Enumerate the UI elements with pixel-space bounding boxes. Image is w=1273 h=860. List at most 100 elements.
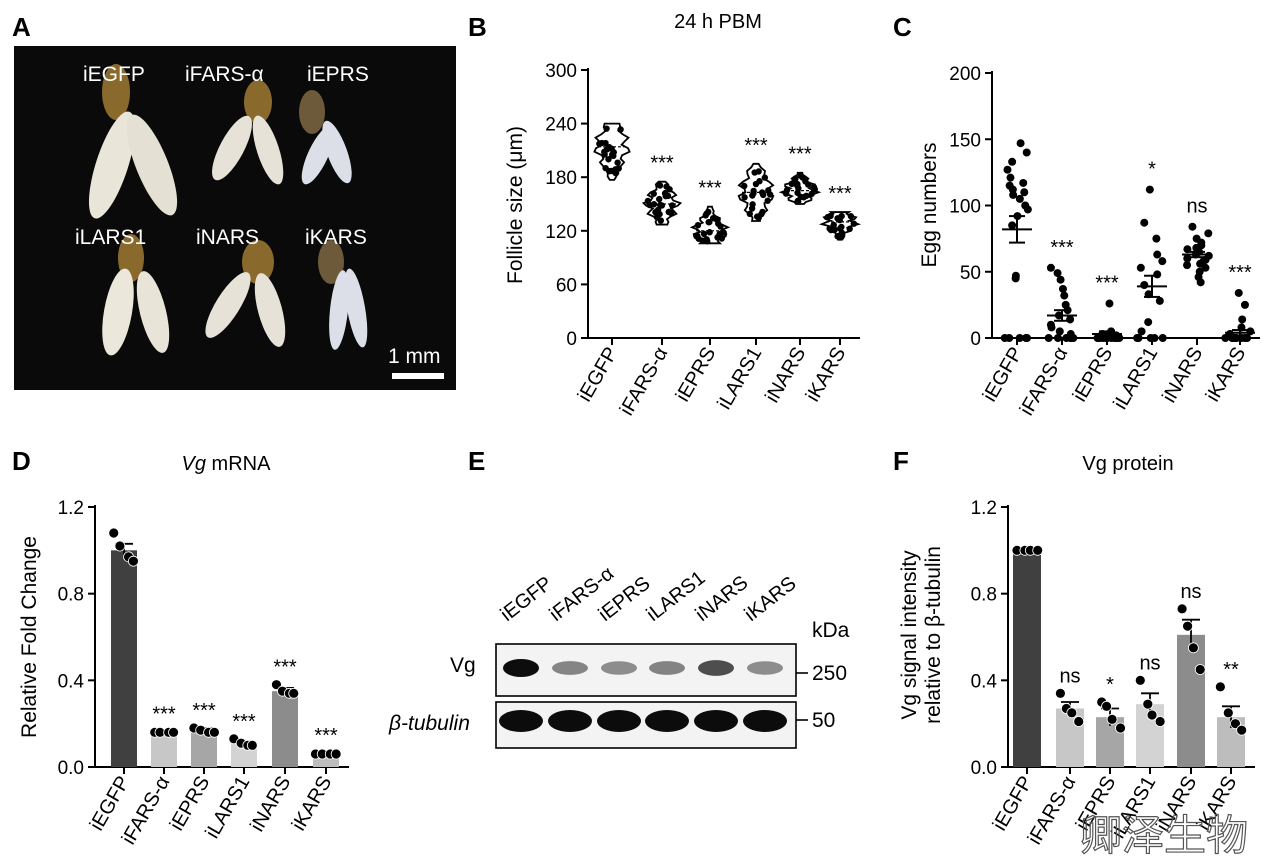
violin-point: [794, 189, 801, 196]
y-tick-label: 100: [949, 197, 981, 218]
replicate-point: [114, 540, 126, 552]
violin-point: [826, 225, 833, 232]
x-category-label: iKARS: [802, 344, 851, 406]
violin-point: [741, 182, 748, 190]
egg-count-point: [1158, 257, 1167, 266]
replicate-point: [1134, 674, 1146, 686]
significance-label: ***: [1095, 273, 1119, 295]
egg-count-point: [1150, 334, 1159, 342]
egg-count-point: [1188, 222, 1197, 231]
x-category-label: iEGFP: [979, 344, 1028, 406]
significance-label: ***: [273, 657, 297, 679]
violin-point: [665, 208, 672, 216]
bar: [111, 550, 137, 767]
y-tick-label: 50: [960, 263, 981, 284]
violin-point: [796, 172, 804, 179]
violin-point: [759, 208, 766, 216]
significance-label: ***: [1050, 237, 1074, 259]
violin-point: [608, 145, 615, 152]
egg-count-point: [1240, 300, 1249, 309]
egg-count-point: [1134, 334, 1143, 342]
violin-point: [663, 183, 670, 190]
y-tick-label: 0.8: [58, 585, 84, 606]
vg-band: [747, 661, 783, 675]
panel-d-bar-chart: 0.00.40.81.2iEGFPiFARS-αiEPRSiLARS1iNARS…: [58, 498, 349, 848]
egg-count-point: [1055, 327, 1064, 336]
violin-point: [602, 139, 609, 147]
replicate-point: [1187, 642, 1199, 654]
violin-point: [601, 151, 608, 158]
violin-point: [700, 230, 708, 238]
violin-point: [664, 192, 672, 200]
x-category-label: iEGFP: [574, 344, 623, 406]
violin-point: [715, 220, 722, 227]
vg-band: [649, 661, 685, 675]
y-tick-label: 1.2: [971, 498, 997, 519]
violin-point: [808, 190, 815, 198]
blot-unit-label: kDa: [812, 619, 850, 642]
violin-point: [750, 187, 757, 195]
violin-point: [752, 180, 760, 188]
egg-count-point: [1015, 194, 1024, 203]
bar: [151, 732, 177, 767]
panel-f-ylabel-line1: Vg signal intensity: [898, 550, 921, 720]
bar: [1013, 550, 1041, 767]
y-tick-label: 0.0: [971, 758, 997, 779]
violin-point: [758, 189, 766, 196]
significance-label: ***: [152, 703, 176, 725]
y-tick-label: 150: [949, 130, 981, 151]
egg-count-point: [1047, 323, 1056, 332]
violin-point: [803, 192, 810, 200]
violin-point: [761, 174, 769, 181]
significance-label: ***: [744, 135, 768, 157]
violin-point: [706, 229, 713, 236]
replicate-point: [108, 527, 120, 539]
violin-point: [656, 195, 663, 203]
replicate-point: [288, 687, 300, 699]
blot-lane-label: iKARS: [741, 572, 801, 626]
egg-count-point: [1044, 334, 1053, 342]
violin-point: [706, 218, 713, 226]
significance-label: ***: [698, 178, 722, 200]
violin-point: [766, 191, 774, 198]
ovary-pair-iegfp: [88, 64, 178, 219]
egg-count-point: [1155, 296, 1164, 305]
blot-row-vg: Vg: [450, 654, 476, 677]
egg-count-point: [1105, 299, 1114, 308]
violin-point: [792, 175, 799, 183]
marker-label-50: 50: [812, 709, 835, 732]
panel-label-e: E: [468, 446, 485, 476]
significance-label: ***: [788, 144, 812, 166]
y-tick-label: 0.4: [58, 671, 85, 692]
blot-bands: [499, 659, 787, 732]
panel-label-b: B: [468, 12, 487, 42]
egg-count-point: [1066, 315, 1075, 324]
x-category-label: iKARS: [288, 773, 337, 835]
egg-count-point: [1000, 334, 1009, 342]
panel-d-title-gene: Vg: [182, 453, 206, 475]
egg-count-point: [1137, 327, 1146, 336]
x-category-label: iLARS1: [1109, 344, 1162, 414]
violin-point: [838, 231, 846, 239]
photo-label-ilars1: iLARS1: [75, 226, 146, 249]
egg-count-point: [1153, 250, 1162, 259]
violin-point: [614, 159, 621, 166]
violin-point: [617, 126, 624, 133]
violin-point: [693, 232, 700, 240]
significance-label: **: [1223, 659, 1239, 681]
x-category-label: iKARS: [1202, 344, 1251, 406]
violin-point: [669, 202, 676, 209]
marker-label-250: 250: [812, 662, 847, 685]
violin-point: [702, 212, 709, 219]
replicate-point: [1194, 664, 1206, 675]
replicate-point: [1106, 713, 1118, 725]
egg-count-point: [1067, 334, 1076, 342]
x-category-label: iNARS: [1158, 344, 1207, 407]
violin-point: [716, 230, 723, 238]
violin-point: [838, 223, 845, 231]
photo-label-ifars: iFARS-α: [185, 63, 264, 86]
significance-label: *: [1106, 674, 1114, 696]
egg-count-point: [1204, 229, 1213, 238]
